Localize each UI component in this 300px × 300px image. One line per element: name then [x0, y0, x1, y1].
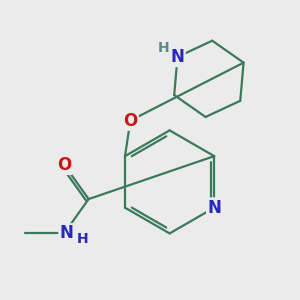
- Text: H: H: [77, 232, 88, 246]
- Text: N: N: [207, 199, 221, 217]
- Text: O: O: [57, 156, 71, 174]
- Text: O: O: [123, 112, 137, 130]
- Text: H: H: [158, 41, 169, 55]
- Text: N: N: [171, 48, 184, 66]
- Text: N: N: [60, 224, 74, 242]
